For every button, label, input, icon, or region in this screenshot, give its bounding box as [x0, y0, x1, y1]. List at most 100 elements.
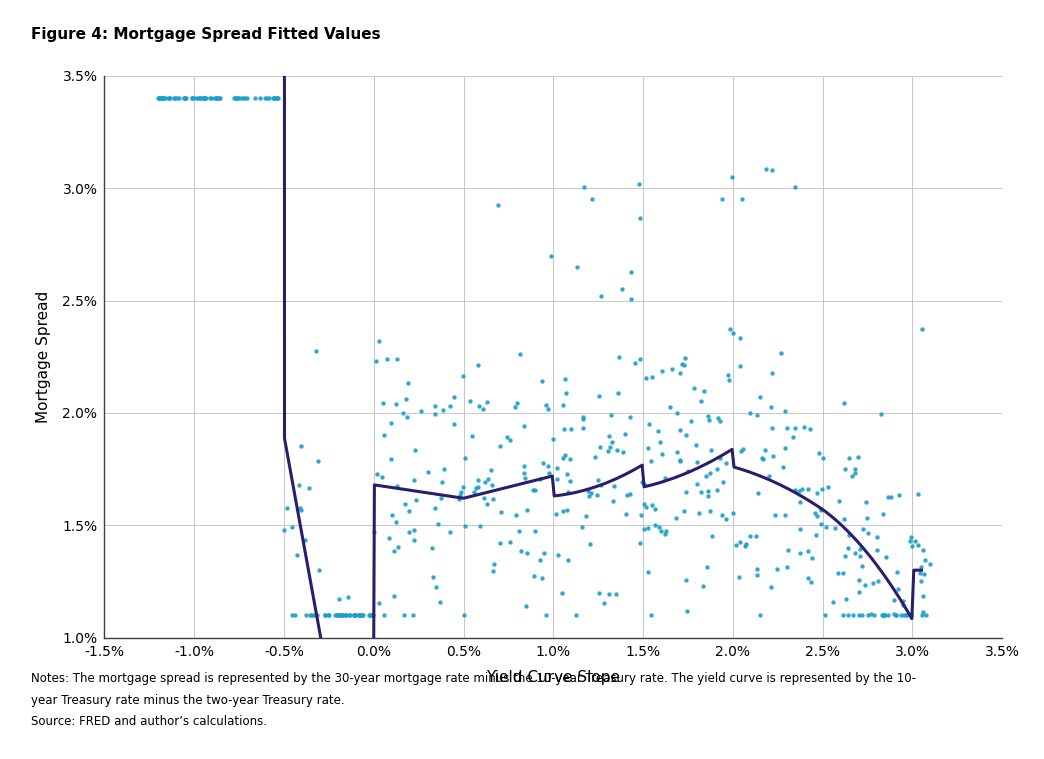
Point	[559, 504, 575, 516]
Point	[385, 545, 402, 557]
Point	[506, 402, 523, 414]
Point	[915, 606, 931, 618]
Point	[329, 609, 346, 621]
Point	[211, 93, 228, 105]
Point	[427, 400, 444, 412]
Point	[493, 506, 509, 518]
Point	[717, 512, 734, 524]
Point	[592, 441, 609, 453]
Point	[470, 481, 487, 493]
Point	[532, 473, 549, 485]
Point	[787, 422, 804, 434]
Point	[406, 444, 423, 456]
Point	[192, 93, 209, 105]
Point	[728, 539, 744, 551]
Point	[844, 471, 860, 483]
Point	[699, 485, 716, 497]
Point	[290, 479, 307, 491]
Point	[556, 423, 573, 435]
Point	[177, 93, 194, 105]
Point	[259, 93, 276, 105]
Point	[203, 93, 219, 105]
Point	[898, 609, 915, 621]
Point	[563, 423, 579, 435]
Point	[309, 455, 326, 468]
Point	[433, 492, 450, 504]
Point	[424, 542, 441, 554]
Point	[399, 411, 416, 424]
Point	[697, 471, 714, 483]
Point	[560, 486, 576, 498]
Point	[308, 345, 325, 357]
Point	[197, 93, 214, 105]
Point	[873, 609, 889, 621]
Point	[701, 410, 717, 422]
Point	[777, 405, 793, 417]
Point	[431, 596, 448, 608]
Point	[347, 609, 363, 621]
Point	[283, 521, 300, 534]
Point	[508, 397, 525, 409]
Point	[176, 93, 193, 105]
Point	[396, 609, 412, 621]
Point	[549, 473, 566, 485]
Point	[854, 609, 871, 621]
Point	[863, 607, 880, 619]
Point	[777, 442, 793, 454]
Point	[557, 387, 574, 399]
Point	[397, 498, 413, 510]
Point	[428, 581, 445, 593]
Point	[606, 480, 622, 492]
Point	[406, 524, 423, 536]
Point	[150, 93, 167, 105]
Point	[354, 609, 371, 621]
Point	[903, 609, 920, 621]
Point	[518, 600, 535, 612]
Point	[710, 412, 727, 424]
Point	[830, 567, 847, 579]
Point	[517, 472, 533, 484]
Point	[492, 537, 508, 549]
Point	[757, 444, 774, 456]
Point	[790, 485, 807, 497]
Point	[671, 367, 688, 380]
Point	[470, 474, 487, 487]
Point	[442, 399, 458, 411]
Point	[732, 445, 749, 457]
Point	[452, 489, 469, 501]
Point	[478, 498, 495, 510]
Point	[574, 413, 591, 425]
Point	[602, 409, 619, 421]
Point	[212, 93, 229, 105]
Point	[632, 537, 648, 549]
Text: year Treasury rate minus the two-year Treasury rate.: year Treasury rate minus the two-year Tr…	[31, 694, 345, 707]
Point	[400, 376, 417, 389]
Point	[408, 493, 425, 505]
Point	[580, 490, 597, 502]
Point	[547, 508, 564, 520]
Point	[640, 522, 657, 534]
Point	[895, 594, 911, 606]
Point	[385, 590, 402, 602]
Point	[813, 503, 830, 515]
Point	[750, 487, 766, 499]
Point	[651, 436, 668, 448]
Point	[723, 171, 740, 183]
Point	[310, 564, 327, 576]
Point	[850, 451, 867, 463]
X-axis label: Yield Curve Slope: Yield Curve Slope	[487, 669, 620, 685]
Text: Notes: The mortgage spread is represented by the 30-year mortgage rate minus the: Notes: The mortgage spread is represente…	[31, 672, 917, 685]
Point	[812, 518, 829, 530]
Point	[176, 93, 193, 105]
Point	[230, 93, 246, 105]
Point	[252, 93, 268, 105]
Point	[763, 367, 780, 379]
Point	[696, 386, 713, 398]
Point	[878, 551, 895, 563]
Point	[228, 93, 244, 105]
Point	[554, 399, 571, 411]
Point	[434, 476, 451, 488]
Point	[334, 609, 351, 621]
Point	[590, 474, 607, 486]
Point	[445, 391, 461, 403]
